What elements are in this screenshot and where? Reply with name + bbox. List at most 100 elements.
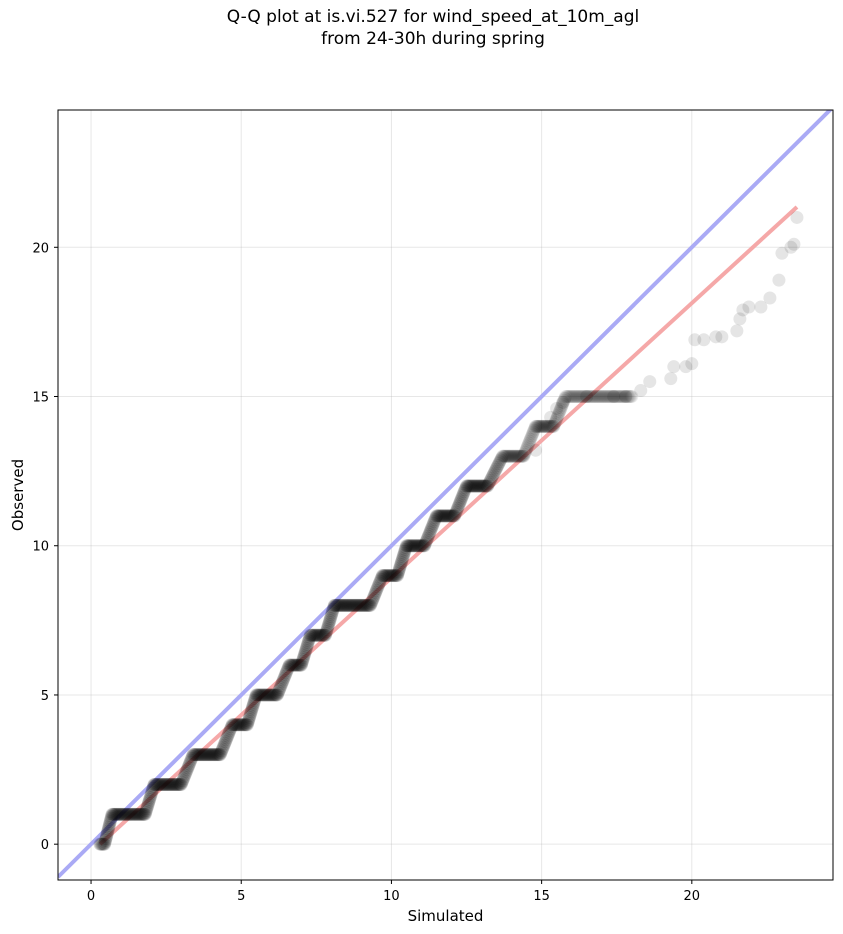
data-point [539, 419, 553, 433]
data-point [221, 729, 235, 743]
data-point [564, 390, 578, 404]
data-point [235, 718, 249, 732]
data-point [556, 397, 570, 411]
data-point [98, 837, 112, 851]
data-point [231, 718, 245, 732]
data-point [160, 777, 174, 791]
data-point [237, 718, 251, 732]
data-point [526, 427, 540, 441]
data-point [436, 509, 450, 523]
plot-frame [57, 109, 834, 881]
data-point [194, 748, 208, 762]
data-point [363, 598, 377, 612]
grid-lines [58, 110, 833, 880]
data-point [565, 390, 579, 404]
identity-line [58, 110, 833, 879]
data-point [432, 509, 446, 523]
x-tick-label: 15 [533, 889, 550, 904]
data-point [325, 606, 339, 620]
data-point [178, 768, 192, 782]
data-point [251, 688, 265, 702]
data-point [376, 569, 390, 583]
data-point [132, 807, 146, 821]
data-point [460, 479, 474, 493]
data-point [150, 777, 164, 791]
data-point [600, 390, 614, 404]
data-point [288, 658, 302, 672]
data-point [742, 300, 756, 314]
data-point [585, 390, 599, 404]
data-point [182, 757, 196, 771]
data-point [556, 395, 570, 409]
data-point [121, 807, 135, 821]
data-point [521, 438, 535, 452]
data-point [233, 718, 247, 732]
data-point [234, 718, 248, 732]
data-point [307, 628, 321, 642]
data-point [281, 662, 295, 676]
data-point [323, 613, 337, 627]
data-point [380, 569, 394, 583]
data-point [463, 479, 477, 493]
data-point [506, 449, 520, 463]
data-point [486, 468, 500, 482]
data-point [397, 546, 411, 560]
data-point [129, 807, 143, 821]
data-point [552, 406, 566, 420]
data-point [130, 807, 144, 821]
data-point [536, 419, 550, 433]
data-point [200, 748, 214, 762]
data-point [399, 541, 413, 555]
data-point [540, 419, 554, 433]
data-point [162, 777, 176, 791]
data-point [99, 832, 113, 846]
data-point [140, 800, 154, 814]
data-point [383, 569, 397, 583]
data-point [183, 755, 197, 769]
data-point [418, 537, 432, 551]
data-point [375, 570, 389, 584]
data-point [142, 794, 156, 808]
data-point [520, 440, 534, 454]
data-point [489, 462, 503, 476]
data-point [326, 602, 340, 616]
chart-title: Q-Q plot at is.vi.527 for wind_speed_at_… [0, 6, 843, 50]
data-point [246, 697, 260, 711]
data-point [245, 703, 259, 717]
data-point [103, 817, 117, 831]
data-point [262, 688, 276, 702]
data-point [597, 390, 611, 404]
data-point [242, 710, 256, 724]
data-point [497, 449, 511, 463]
data-point [277, 671, 291, 685]
data-point [252, 688, 266, 702]
data-point [250, 688, 264, 702]
data-point [517, 447, 531, 461]
data-point [372, 578, 386, 592]
data-point [241, 716, 255, 730]
data-point [302, 634, 316, 648]
data-point [351, 598, 365, 612]
data-point [470, 479, 484, 493]
data-point [236, 718, 250, 732]
data-point [569, 390, 583, 404]
data-point [553, 404, 567, 418]
data-point [685, 357, 699, 371]
data-point [342, 598, 356, 612]
data-point [290, 658, 304, 672]
data-point [249, 688, 263, 702]
data-point [102, 820, 116, 834]
data-point [297, 649, 311, 663]
data-point [101, 824, 115, 838]
data-point [469, 479, 483, 493]
data-point [406, 539, 420, 553]
data-point [114, 807, 128, 821]
data-point [593, 390, 607, 404]
data-point [433, 509, 447, 523]
data-point [553, 403, 567, 417]
data-point [618, 390, 632, 404]
data-point [115, 807, 129, 821]
data-point [393, 561, 407, 575]
data-point [444, 509, 458, 523]
data-point [188, 748, 202, 762]
